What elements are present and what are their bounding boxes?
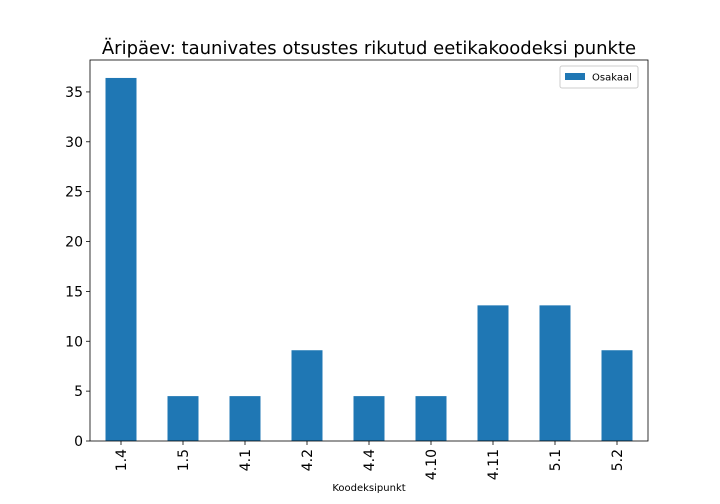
bar-4.1 bbox=[229, 396, 261, 441]
bar-1.4 bbox=[105, 77, 137, 441]
x-tick-label: 1.4 bbox=[114, 449, 130, 471]
x-tick-label: 4.4 bbox=[362, 449, 378, 471]
bar-4.10 bbox=[415, 396, 447, 441]
y-tick-label: 25 bbox=[65, 185, 83, 201]
y-tick-label: 5 bbox=[74, 384, 83, 400]
x-tick-label: 4.10 bbox=[424, 449, 440, 480]
y-tick-label: 15 bbox=[65, 284, 83, 300]
x-axis-label: Koodeksipunkt bbox=[332, 483, 405, 494]
bar-1.5 bbox=[167, 396, 199, 441]
bar-5.1 bbox=[539, 305, 571, 441]
x-tick-label: 5.2 bbox=[610, 449, 626, 471]
bar-4.2 bbox=[291, 350, 323, 441]
y-tick-label: 35 bbox=[65, 85, 83, 101]
x-tick-label: 4.11 bbox=[486, 449, 502, 480]
plot-area: 0 5 10 15 20 25 30 35 1.4 1.5 4.1 4.2 4.4 4.10 4.11 5.1… bbox=[65, 59, 649, 480]
y-tick-label: 10 bbox=[65, 334, 83, 350]
legend-label: Osakaal bbox=[592, 73, 632, 84]
bar-5.2 bbox=[601, 350, 633, 441]
legend-swatch bbox=[565, 73, 585, 80]
x-tick-label: 4.1 bbox=[238, 449, 254, 471]
bar-4.11 bbox=[477, 305, 509, 441]
chart-title: Äripäev: taunivates otsustes rikutud eet… bbox=[102, 38, 636, 59]
x-tick-label: 1.5 bbox=[176, 449, 192, 471]
legend-box bbox=[559, 65, 639, 89]
x-tick-label: 4.2 bbox=[300, 449, 316, 471]
x-tick-label: 5.1 bbox=[548, 449, 564, 471]
y-tick-label: 20 bbox=[65, 235, 83, 251]
y-tick-label: 30 bbox=[65, 135, 83, 151]
legend: Osakaal bbox=[559, 65, 639, 89]
bar-4.4 bbox=[353, 396, 385, 441]
y-tick-label: 0 bbox=[74, 434, 83, 450]
